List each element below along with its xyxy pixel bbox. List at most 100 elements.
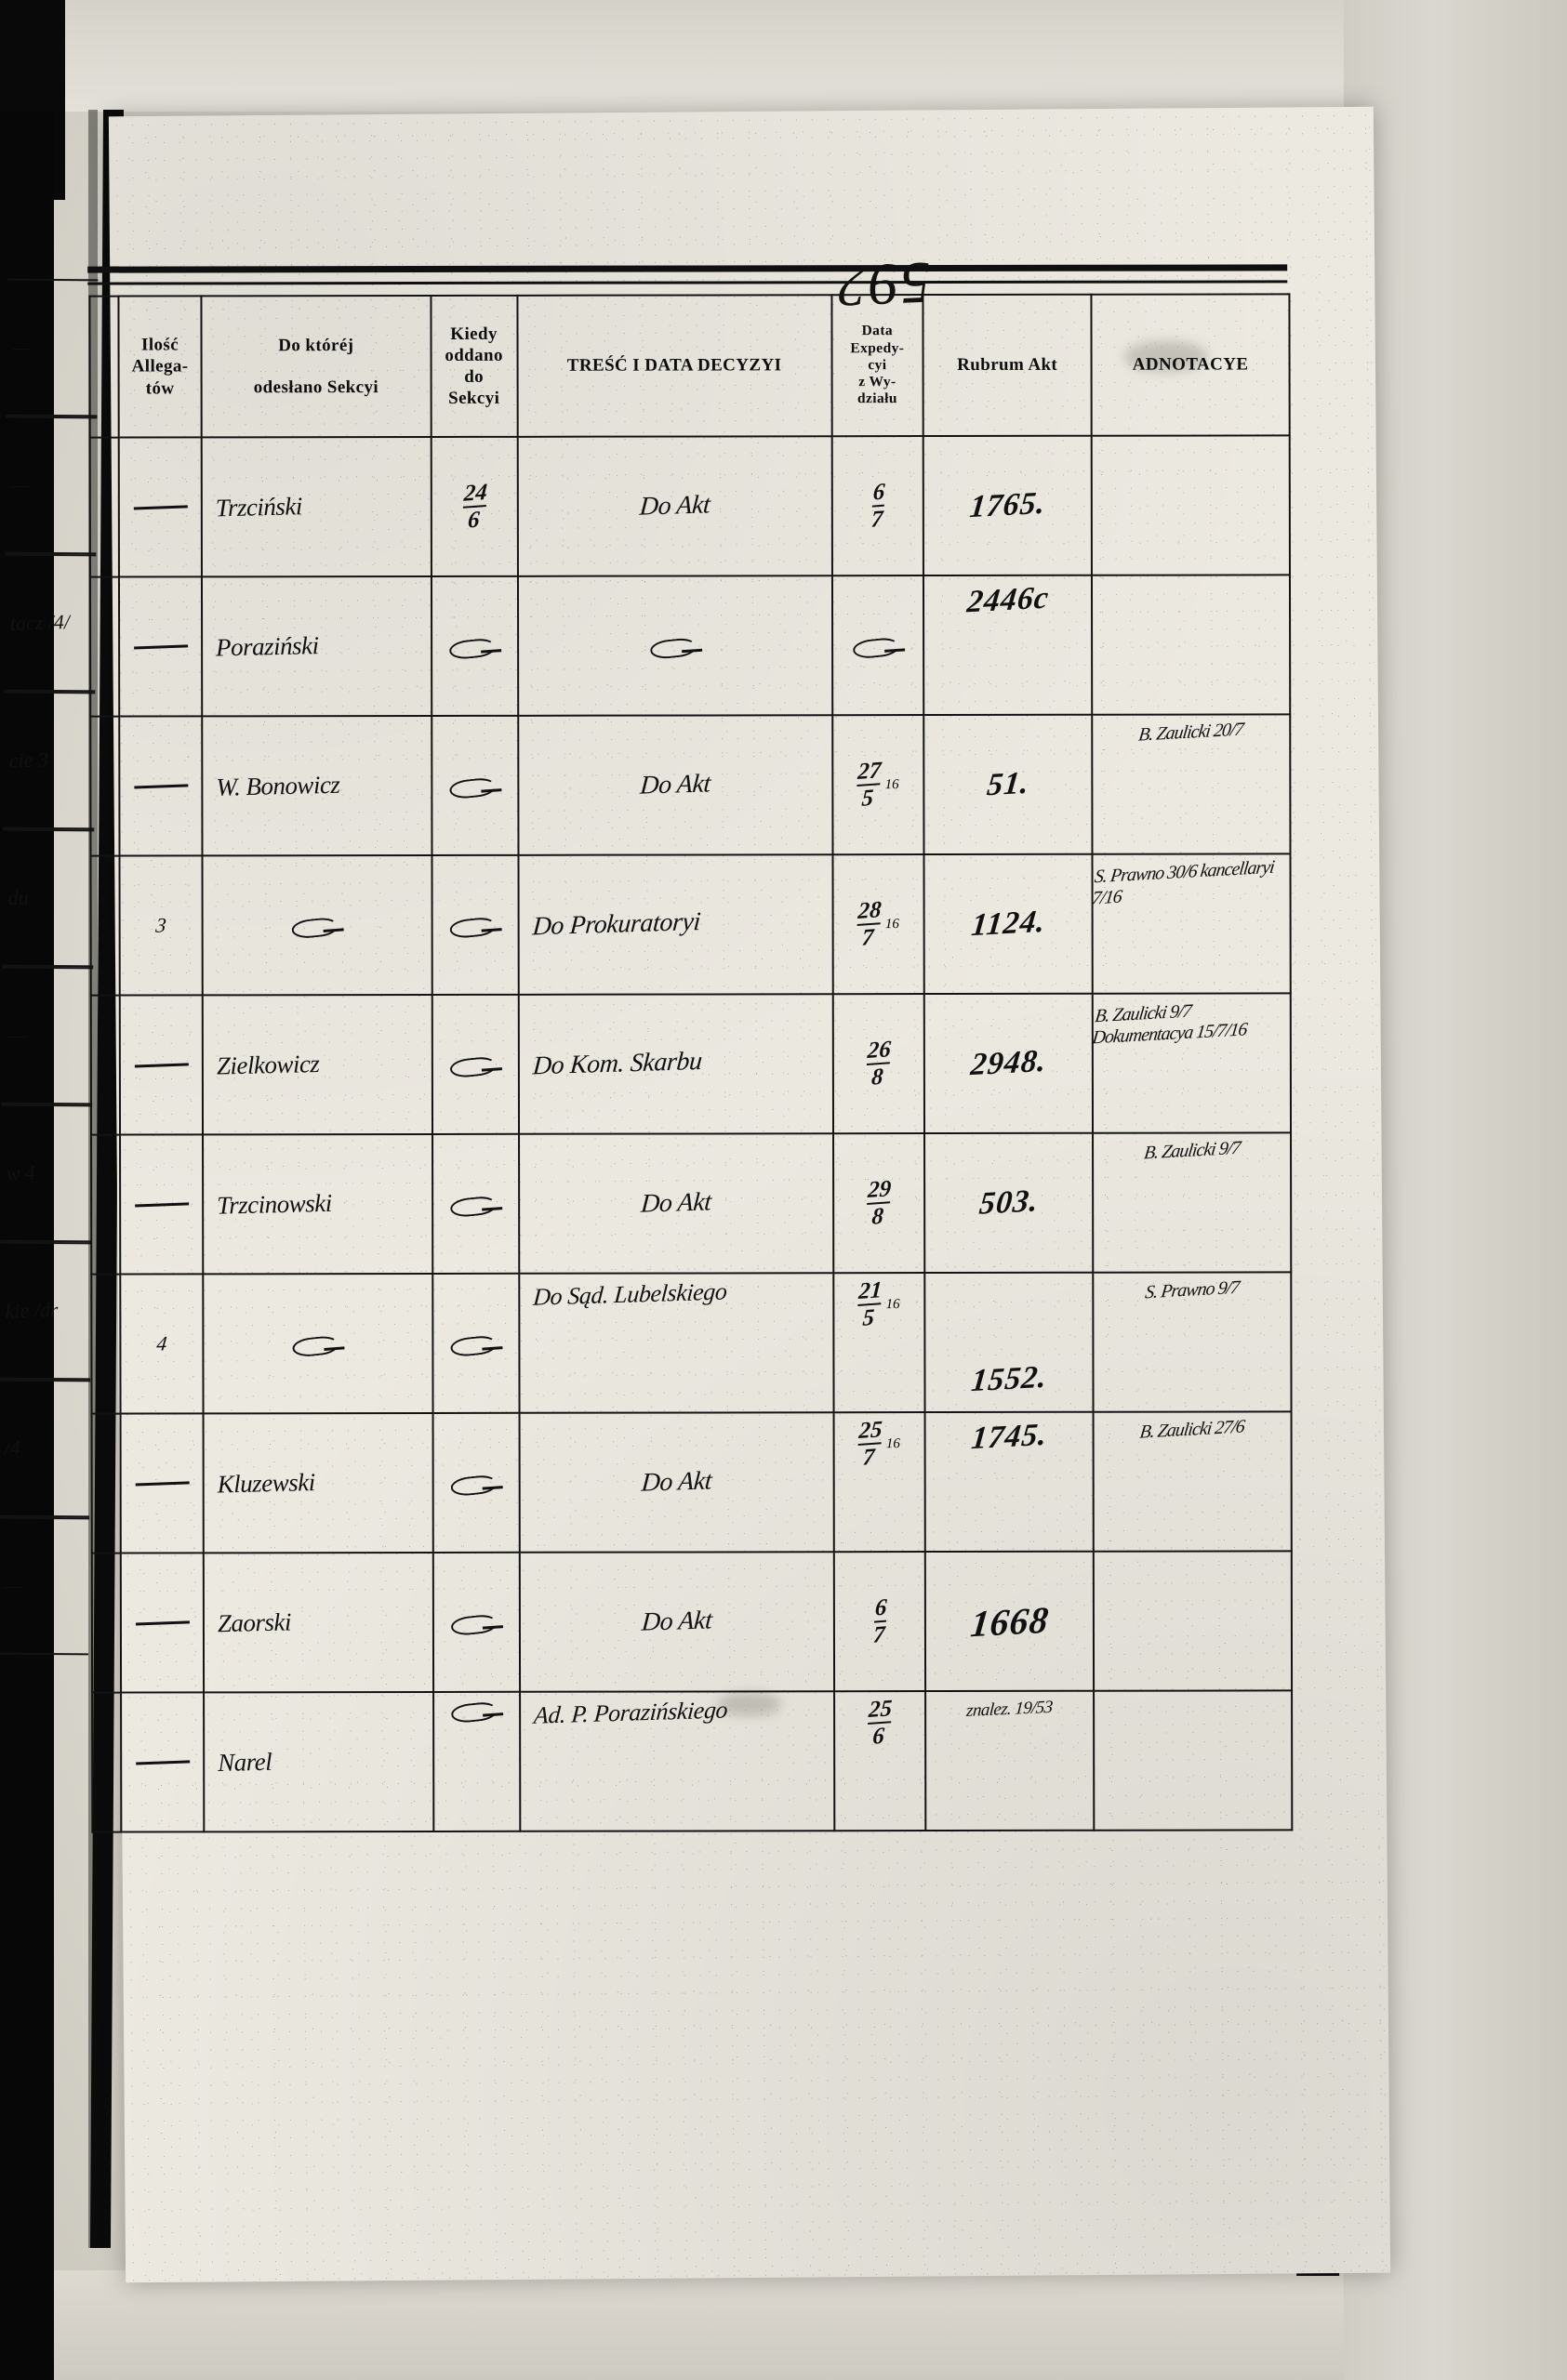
row-edge-cell — [89, 437, 119, 577]
ditto-mark — [450, 915, 500, 935]
table-row: Trzcinowski Do Akt 29 8 503. B. Zaulicki … — [91, 1132, 1292, 1275]
ditto-mark — [293, 1333, 343, 1354]
cell-tresc: Do Prokuratoryi — [518, 854, 833, 995]
header-line: oddano — [445, 345, 503, 365]
table-container: Ilość Allega- tów Do któréj odesłano Sek… — [87, 107, 1390, 2283]
header-line: tów — [145, 378, 175, 399]
cell-sekcya: Narel — [204, 1691, 433, 1832]
cell-sekcya: Zielkowicz — [202, 994, 432, 1135]
row-edge-cell — [90, 995, 120, 1135]
cell-allegatow — [119, 1134, 204, 1275]
header-line: z Wy- — [858, 374, 896, 390]
cell-data-expedycyi: 25 6 — [833, 1691, 926, 1831]
header-line: ADNOTACYE — [1132, 354, 1249, 376]
cell-rubrum-akt: 1668 — [924, 1551, 1095, 1692]
cell-tresc — [517, 575, 832, 716]
cell-allegatow: 4 — [120, 1274, 204, 1414]
header-line: cyi — [868, 356, 887, 374]
cell-adnotacye: B. Zaulicki 20/7 — [1092, 714, 1291, 854]
ditto-mark — [853, 635, 903, 655]
column-header-adnotacye: ADNOTACYE — [1091, 294, 1290, 436]
register-table: Ilość Allega- tów Do któréj odesłano Sek… — [88, 293, 1293, 1832]
cell-rubrum-akt: znalez. 19/53 — [925, 1690, 1095, 1831]
cell-rubrum-akt: 51. — [923, 714, 1093, 855]
margin-fragment: /4 — [4, 1435, 21, 1460]
header-line: odesłano Sekcyi — [253, 377, 379, 398]
ditto-mark — [650, 635, 700, 655]
cell-adnotacye: B. Zaulicki 9/7 — [1093, 1132, 1292, 1273]
cell-kiedy — [432, 1133, 519, 1274]
cell-sekcya: Kluzewski — [203, 1412, 433, 1554]
cell-kiedy — [431, 715, 519, 855]
column-header-sekcya: Do któréj odesłano Sekcyi — [201, 295, 432, 438]
cell-adnotacye: B. Zaulicki 27/6 — [1093, 1411, 1292, 1552]
margin-fragment: cie 3 — [8, 747, 49, 773]
cell-sekcya: Zaorski — [203, 1552, 433, 1693]
cell-tresc: Do Kom. Skarbu — [518, 994, 833, 1134]
ditto-mark — [450, 1333, 500, 1354]
cell-tresc: Do Sąd. Lubelskiego — [518, 1273, 834, 1413]
header-line: do — [464, 366, 485, 387]
ditto-mark — [449, 636, 499, 656]
ditto-mark — [451, 1699, 501, 1720]
table-top-rule — [87, 264, 1288, 273]
header-line: Data — [861, 323, 894, 339]
table-row: Poraziński 2446c — [89, 575, 1291, 717]
header-line: Sekcyi — [448, 389, 500, 409]
row-edge-cell — [91, 1274, 121, 1414]
row-edge-cell — [91, 1413, 121, 1554]
cell-kiedy — [432, 1552, 520, 1692]
page-top-margin — [56, 0, 1567, 112]
margin-fragment: du — [7, 885, 30, 910]
row-edge-cell — [91, 1134, 121, 1275]
margin-fragment: — — [3, 1573, 22, 1598]
column-header-data-expedycyi: Data Expedy- cyi z Wy- działu — [830, 295, 923, 437]
header-line: Allega- — [131, 356, 189, 377]
header-line: Expedy- — [850, 339, 905, 356]
cell-tresc: Ad. P. Porazińskiego — [519, 1691, 834, 1831]
cell-sekcya — [202, 854, 432, 996]
page-bottom-margin — [0, 2270, 1567, 2380]
margin-fragment: — — [7, 1023, 26, 1048]
left-margin-partial-column: — — tacz /4/ cie 3 du — w 4 kie /dr /4 — — [0, 278, 99, 2241]
table-header-row: Ilość Allega- tów Do któréj odesłano Sek… — [89, 294, 1290, 438]
cell-allegatow — [121, 1692, 205, 1832]
cell-data-expedycyi: 26 8 — [832, 994, 925, 1134]
cell-allegatow — [118, 576, 203, 717]
book-gutter-left — [0, 112, 54, 2380]
cell-data-expedycyi: 21 5 16 — [832, 1273, 925, 1413]
cell-kiedy — [432, 994, 519, 1134]
margin-fragment: — — [11, 335, 31, 360]
cell-rubrum-akt: 2446c — [923, 575, 1093, 716]
column-header-tresc: TREŚĆ I DATA DECYZYI — [516, 295, 832, 437]
table-row: Zielkowicz Do Kom. Skarbu 26 8 2948. B. Z… — [90, 993, 1292, 1135]
cell-adnotacye — [1094, 1690, 1293, 1831]
cell-allegatow: 3 — [119, 855, 203, 996]
cell-rubrum-akt: 1765. — [923, 435, 1093, 576]
margin-fragment: w 4 — [6, 1160, 36, 1185]
header-line: Rubrum Akt — [957, 355, 1058, 376]
cell-tresc: Do Akt — [517, 436, 832, 576]
table-row: Kluzewski Do Akt 25 7 16 1745. B. Zaulicki… — [91, 1411, 1292, 1554]
cell-data-expedycyi: 25 7 16 — [833, 1412, 925, 1553]
cell-rubrum-akt: 1745. — [924, 1411, 1094, 1553]
cell-sekcya: Trzcinowski — [203, 1133, 432, 1275]
cell-sekcya: Trzciński — [201, 436, 432, 577]
cell-kiedy — [432, 1273, 520, 1413]
cell-data-expedycyi: 28 7 16 — [831, 854, 924, 995]
cell-sekcya — [203, 1273, 433, 1414]
cell-kiedy — [431, 575, 518, 716]
cell-tresc: Do Akt — [519, 1412, 834, 1553]
header-line: TREŚĆ I DATA DECYZYI — [566, 355, 782, 377]
ditto-mark — [451, 1612, 501, 1633]
cell-rubrum-akt: 1552. — [924, 1272, 1094, 1413]
ditto-mark — [449, 775, 499, 796]
ditto-mark — [450, 1054, 500, 1075]
cell-allegatow — [120, 1553, 205, 1693]
table-row: 3 Do Prokuratoryi 28 7 16 1124. S. Prawno … — [90, 853, 1291, 996]
ditto-mark — [451, 1473, 501, 1493]
